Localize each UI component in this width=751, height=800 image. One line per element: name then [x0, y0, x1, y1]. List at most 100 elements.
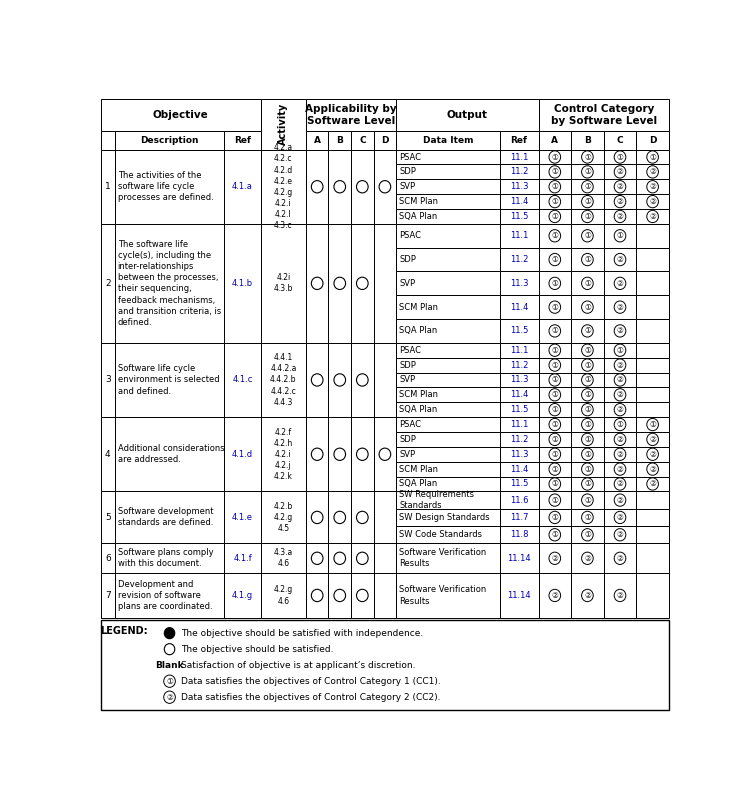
Text: 11.1: 11.1 [510, 346, 528, 354]
Bar [636, 526, 669, 543]
Text: ②: ② [617, 435, 623, 444]
Text: Ref: Ref [511, 136, 527, 145]
Text: ②: ② [617, 530, 623, 539]
Text: 11.5: 11.5 [510, 405, 528, 414]
Bar [571, 194, 604, 209]
Text: ①: ① [551, 167, 558, 176]
Text: Activity: Activity [279, 103, 288, 146]
Text: ②: ② [584, 554, 591, 563]
Bar [499, 477, 538, 491]
Bar [636, 131, 669, 150]
Circle shape [581, 448, 593, 461]
Text: Software development
standards are defined.: Software development standards are defin… [118, 507, 213, 527]
Bar [261, 150, 306, 224]
Bar [571, 131, 604, 150]
Text: 4.2i
4.3.b: 4.2i 4.3.b [273, 274, 293, 294]
Bar [604, 150, 636, 165]
Text: ②: ② [617, 390, 623, 399]
Bar [373, 573, 397, 618]
Circle shape [614, 301, 626, 314]
Text: ②: ② [649, 212, 656, 221]
Circle shape [581, 301, 593, 314]
Bar [636, 543, 669, 573]
Text: C: C [359, 136, 366, 145]
Text: 11.2: 11.2 [510, 167, 528, 176]
Circle shape [357, 511, 368, 523]
Text: 4.1.d: 4.1.d [232, 450, 253, 458]
Text: ①: ① [584, 346, 591, 354]
Text: 11.5: 11.5 [510, 212, 528, 221]
Bar [115, 543, 225, 573]
Circle shape [581, 325, 593, 337]
Bar [636, 248, 669, 271]
Bar [604, 343, 636, 358]
Bar [328, 417, 351, 491]
Text: SDP: SDP [399, 361, 416, 370]
Bar [499, 402, 538, 417]
Text: SVP: SVP [399, 182, 415, 191]
Text: Software Verification
Results: Software Verification Results [399, 548, 487, 568]
Circle shape [647, 418, 659, 430]
Bar [225, 417, 261, 491]
Text: ②: ② [584, 591, 591, 600]
Bar [636, 319, 669, 343]
Bar [115, 573, 225, 618]
Text: SVP: SVP [399, 375, 415, 385]
Bar [636, 387, 669, 402]
Bar [604, 358, 636, 373]
Circle shape [379, 448, 391, 461]
Bar [571, 224, 604, 248]
Circle shape [647, 478, 659, 490]
Text: ①: ① [551, 530, 558, 539]
Text: SQA Plan: SQA Plan [399, 405, 437, 414]
Bar [571, 509, 604, 526]
Bar [571, 573, 604, 618]
Text: 11.3: 11.3 [510, 450, 528, 458]
Bar [571, 543, 604, 573]
Bar [636, 209, 669, 224]
Bar [538, 99, 669, 131]
Bar [397, 194, 499, 209]
Bar [351, 573, 373, 618]
Bar [397, 526, 499, 543]
Bar [604, 248, 636, 271]
Bar [571, 402, 604, 417]
Text: ①: ① [584, 231, 591, 240]
Text: PSAC: PSAC [399, 153, 421, 162]
Circle shape [581, 277, 593, 290]
Bar [538, 432, 571, 447]
Circle shape [312, 590, 323, 602]
Text: Development and
revision of software
plans are coordinated.: Development and revision of software pla… [118, 580, 213, 611]
Bar [101, 224, 115, 343]
Text: ①: ① [584, 465, 591, 474]
Bar [571, 417, 604, 432]
Circle shape [549, 448, 561, 461]
Text: ②: ② [617, 591, 623, 600]
Text: 11.2: 11.2 [510, 255, 528, 264]
Circle shape [357, 552, 368, 565]
Circle shape [581, 529, 593, 541]
Circle shape [549, 277, 561, 290]
Text: The objective should be satisfied.: The objective should be satisfied. [181, 645, 333, 654]
Text: ②: ② [617, 495, 623, 505]
Bar [101, 491, 115, 543]
Bar [604, 432, 636, 447]
Bar [538, 387, 571, 402]
Text: SCM Plan: SCM Plan [399, 197, 438, 206]
Text: ①: ① [584, 420, 591, 429]
Text: ①: ① [551, 231, 558, 240]
Circle shape [164, 628, 175, 638]
Bar [351, 543, 373, 573]
Bar [538, 417, 571, 432]
Bar [499, 526, 538, 543]
Bar [538, 509, 571, 526]
Bar [499, 131, 538, 150]
Bar [397, 491, 499, 509]
Circle shape [614, 254, 626, 266]
Bar [261, 573, 306, 618]
Bar [499, 179, 538, 194]
Bar [397, 99, 538, 131]
Bar [636, 462, 669, 477]
Circle shape [312, 448, 323, 461]
Circle shape [614, 277, 626, 290]
